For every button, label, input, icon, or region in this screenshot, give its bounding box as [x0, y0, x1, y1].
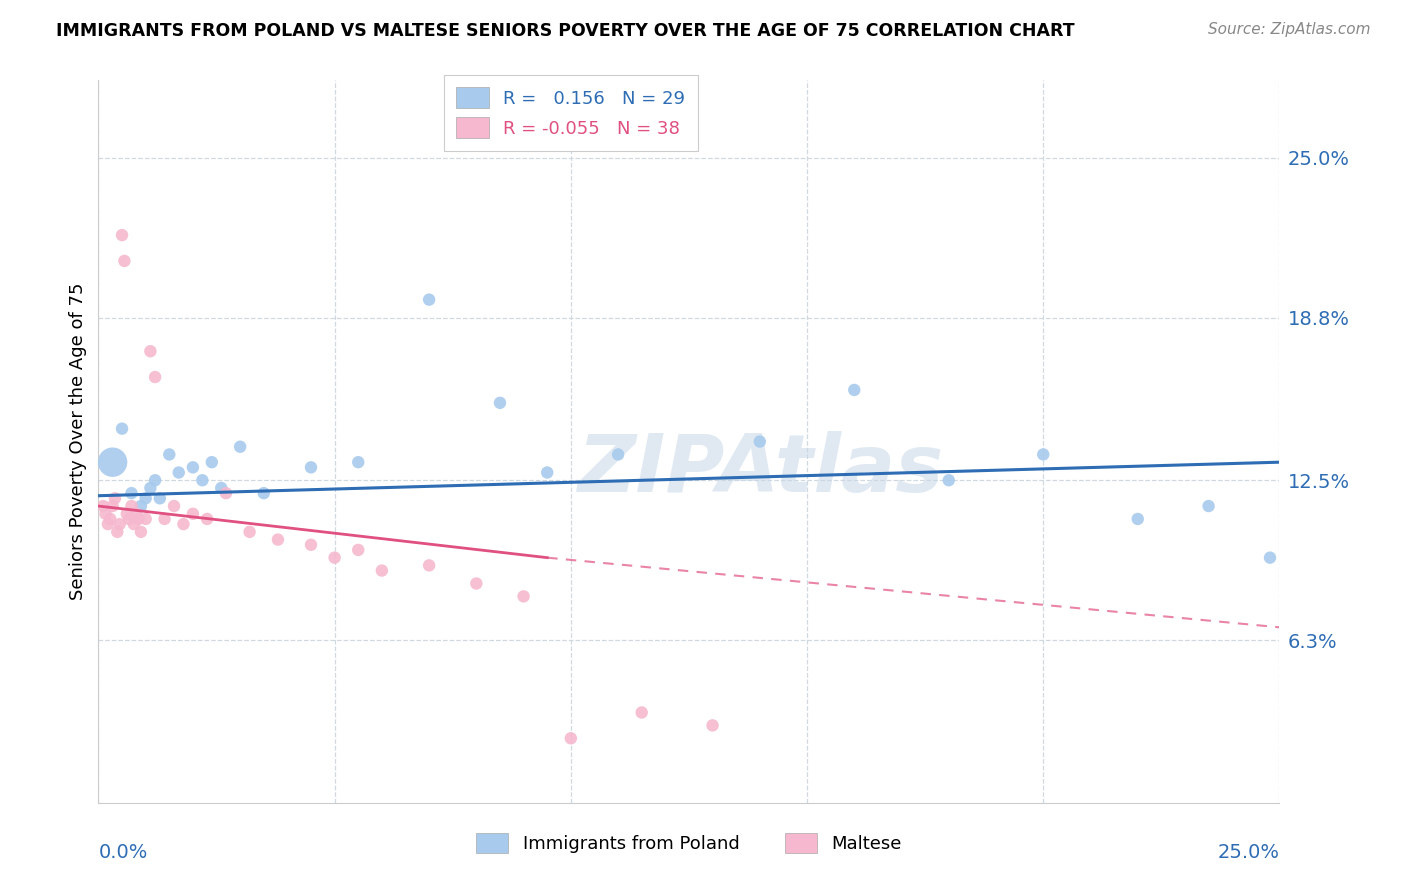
Point [118, 512, 141, 526]
Point [560, 731, 582, 746]
Point [181, 460, 204, 475]
Point [98, 512, 121, 526]
Point [253, 486, 276, 500]
Point [153, 512, 176, 526]
Point [938, 473, 960, 487]
Point [1126, 512, 1149, 526]
Point [215, 486, 238, 500]
Point [191, 473, 214, 487]
Point [108, 517, 131, 532]
Point [1198, 499, 1220, 513]
Point [135, 491, 157, 506]
Point [143, 473, 166, 487]
Point [139, 344, 162, 359]
Point [97, 517, 120, 532]
Point [128, 512, 150, 526]
Legend: Immigrants from Poland, Maltese: Immigrants from Poland, Maltese [463, 820, 915, 866]
Point [172, 517, 194, 532]
Point [630, 706, 652, 720]
Point [115, 507, 138, 521]
Point [121, 499, 143, 513]
Point [748, 434, 770, 449]
Point [465, 576, 488, 591]
Point [418, 293, 440, 307]
Point [512, 590, 534, 604]
Point [195, 512, 218, 526]
Point [702, 718, 724, 732]
Point [489, 396, 512, 410]
Point [418, 558, 440, 573]
Point [607, 447, 630, 461]
Point [125, 507, 148, 521]
Point [229, 440, 252, 454]
Y-axis label: Seniors Poverty Over the Age of 75: Seniors Poverty Over the Age of 75 [69, 283, 87, 600]
Point [111, 422, 134, 436]
Point [323, 550, 346, 565]
Point [129, 524, 152, 539]
Point [101, 455, 124, 469]
Point [201, 455, 224, 469]
Point [139, 481, 162, 495]
Text: 0.0%: 0.0% [98, 843, 148, 862]
Point [94, 507, 117, 521]
Point [163, 499, 186, 513]
Point [135, 512, 157, 526]
Point [347, 542, 370, 557]
Point [105, 524, 128, 539]
Point [209, 481, 232, 495]
Point [536, 466, 558, 480]
Point [167, 466, 190, 480]
Point [157, 447, 180, 461]
Point [371, 564, 394, 578]
Point [149, 491, 172, 506]
Point [347, 455, 370, 469]
Point [267, 533, 290, 547]
Point [91, 499, 114, 513]
Text: Source: ZipAtlas.com: Source: ZipAtlas.com [1208, 22, 1371, 37]
Text: ZIPAtlas: ZIPAtlas [576, 432, 943, 509]
Point [1258, 550, 1281, 565]
Point [111, 228, 134, 243]
Point [121, 486, 143, 500]
Text: IMMIGRANTS FROM POLAND VS MALTESE SENIORS POVERTY OVER THE AGE OF 75 CORRELATION: IMMIGRANTS FROM POLAND VS MALTESE SENIOR… [56, 22, 1074, 40]
Point [844, 383, 866, 397]
Point [143, 370, 166, 384]
Point [122, 517, 145, 532]
Point [1032, 447, 1054, 461]
Point [181, 507, 204, 521]
Point [104, 491, 127, 506]
Point [299, 460, 322, 475]
Point [112, 254, 135, 268]
Point [299, 538, 322, 552]
Point [239, 524, 262, 539]
Point [129, 499, 152, 513]
Point [101, 499, 124, 513]
Text: 25.0%: 25.0% [1218, 843, 1279, 862]
